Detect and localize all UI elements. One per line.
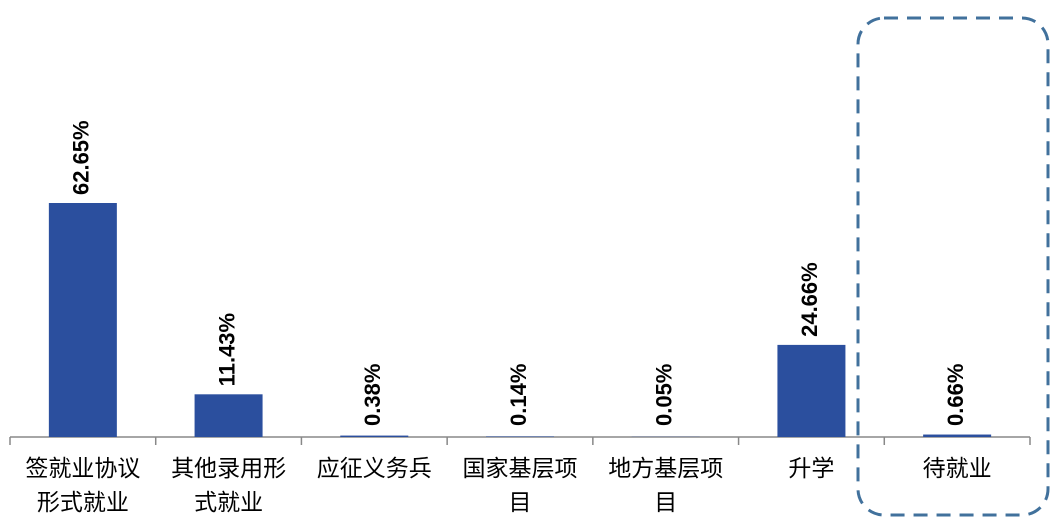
value-label: 0.14% <box>506 364 531 426</box>
x-tick-label: 升学 <box>788 456 835 482</box>
value-label: 0.05% <box>652 364 677 426</box>
value-label: 62.65% <box>69 120 94 195</box>
bar <box>48 203 117 437</box>
value-label: 0.66% <box>943 364 968 426</box>
bar <box>340 435 409 437</box>
x-tick-label: 国家基层项目 <box>462 456 578 516</box>
value-label: 24.66% <box>797 262 822 337</box>
bar <box>777 344 846 437</box>
bar <box>923 434 992 437</box>
value-label: 11.43% <box>214 313 239 386</box>
x-tick-label: 待就业 <box>922 456 992 482</box>
value-label: 0.38% <box>360 364 385 426</box>
bar <box>486 436 554 437</box>
highlight-box <box>856 16 1050 517</box>
x-tick-label: 地方基层项目 <box>608 456 724 516</box>
bar <box>194 394 263 437</box>
x-tick-label: 其他录用形式就业 <box>171 456 287 516</box>
x-tick-label: 签就业协议形式就业 <box>25 456 141 516</box>
x-tick-label: 应征义务兵 <box>316 456 432 482</box>
